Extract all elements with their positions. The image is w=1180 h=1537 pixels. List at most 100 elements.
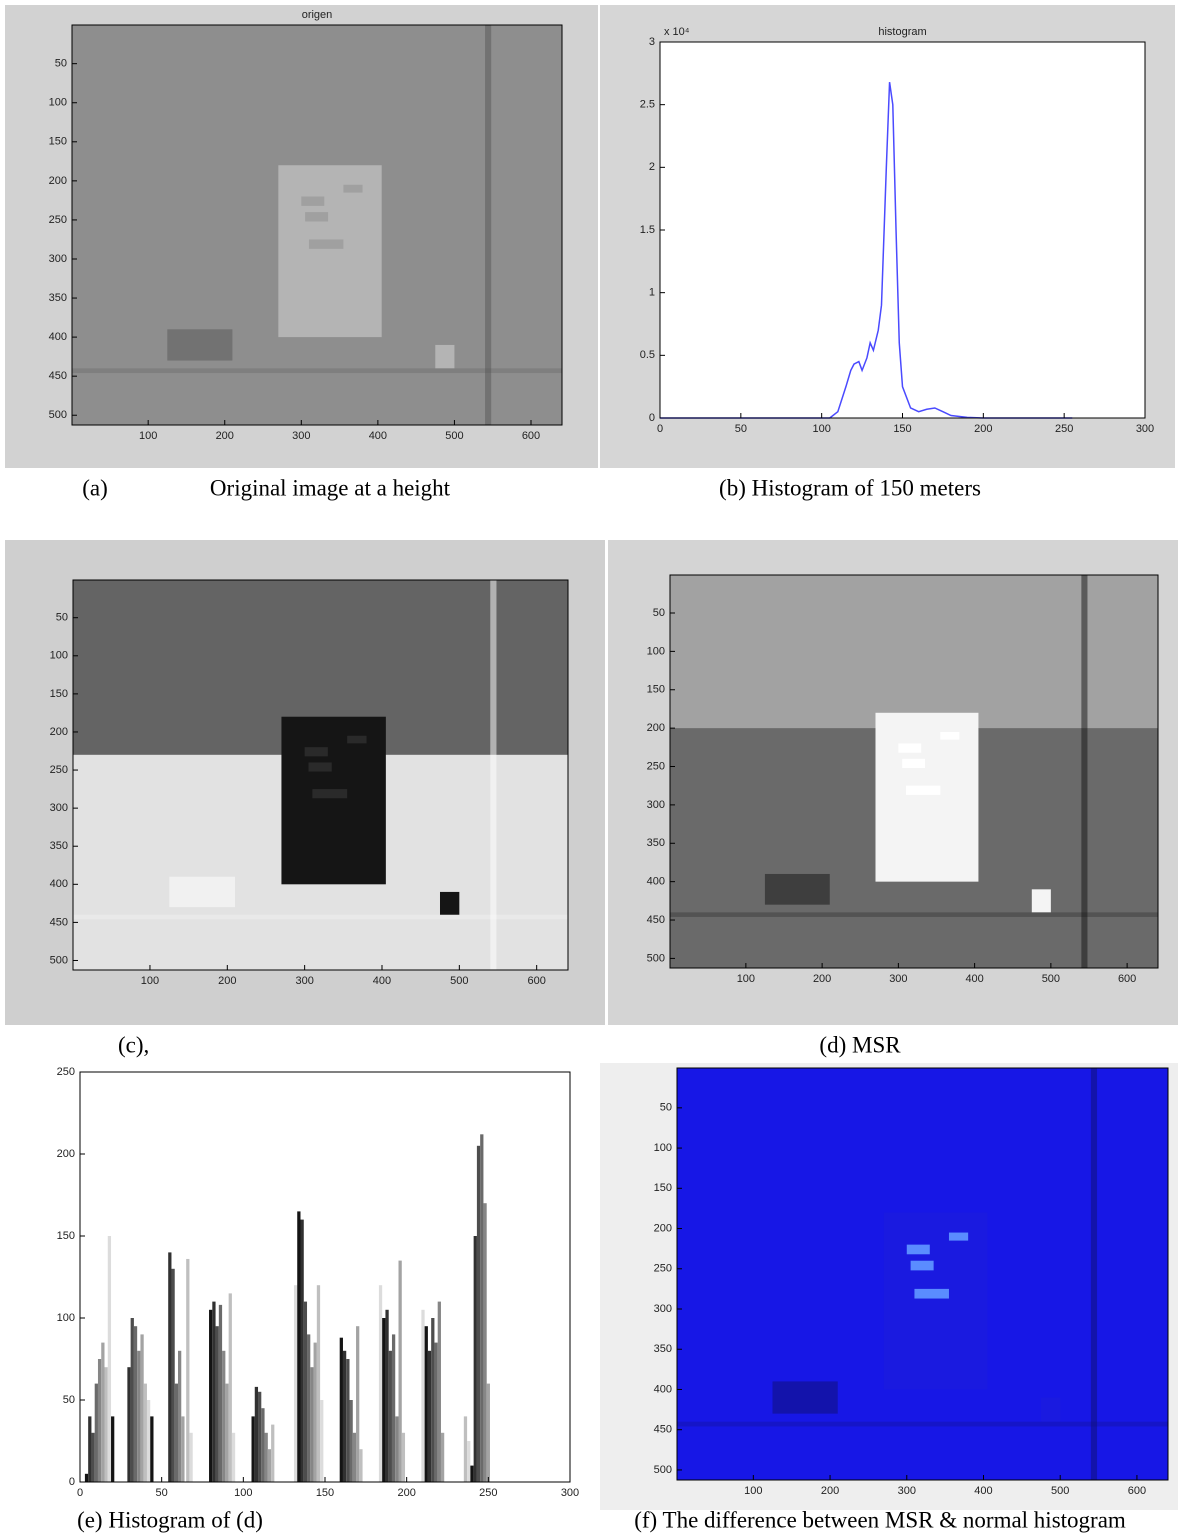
y-tick-label: 350 (50, 840, 68, 852)
y-tick-label: 300 (647, 799, 665, 811)
bar (307, 1334, 310, 1482)
y-tick-label: 2.5 (640, 99, 655, 111)
y-tick-label: 100 (654, 1142, 672, 1154)
bar (385, 1310, 388, 1482)
x-tick-label: 600 (1118, 973, 1136, 985)
x-tick-label: 150 (893, 423, 911, 435)
y-tick-label: 500 (647, 952, 665, 964)
image-detail (309, 239, 343, 248)
y-tick-label: 200 (50, 726, 68, 738)
y-tick-label: 350 (647, 837, 665, 849)
bar (232, 1433, 235, 1482)
y-tick-label: 50 (653, 607, 665, 619)
caption: (d) MSR (819, 1032, 901, 1057)
image-detail (440, 892, 459, 915)
axes-title: histogram (878, 26, 926, 38)
image-detail (169, 877, 235, 907)
x-tick-label: 300 (295, 975, 313, 987)
x-tick-label: 400 (974, 1485, 992, 1497)
bar (98, 1359, 101, 1482)
bar (425, 1326, 428, 1482)
y-tick-label: 1 (649, 287, 655, 299)
y-tick-label: 150 (654, 1182, 672, 1194)
bar (477, 1146, 480, 1482)
image-detail (167, 329, 232, 360)
bar (441, 1433, 444, 1482)
y-tick-label: 50 (56, 612, 68, 624)
bar (85, 1474, 88, 1482)
x-tick-label: 300 (1136, 423, 1154, 435)
bar (317, 1285, 320, 1482)
bar (189, 1433, 192, 1482)
y-tick-label: 100 (49, 97, 67, 109)
x-tick-label: 400 (965, 973, 983, 985)
caption: (e) Histogram of (d) (77, 1507, 263, 1532)
x-tick-label: 300 (898, 1485, 916, 1497)
bar (346, 1359, 349, 1482)
bar (389, 1351, 392, 1482)
bar (359, 1449, 362, 1482)
x-tick-label: 300 (889, 973, 907, 985)
image-detail (765, 874, 830, 905)
bar (95, 1384, 98, 1482)
image-detail (902, 759, 925, 768)
bar (225, 1384, 228, 1482)
y-tick-label: 450 (50, 916, 68, 928)
y-tick-label: 200 (654, 1222, 672, 1234)
y-tick-label: 400 (49, 331, 67, 343)
bar (350, 1400, 353, 1482)
bar (320, 1400, 323, 1482)
x-tick-label: 250 (479, 1487, 497, 1499)
y-tick-label: 100 (50, 650, 68, 662)
x-tick-label: 200 (216, 430, 234, 442)
image-building (278, 165, 381, 337)
x-tick-label: 600 (1128, 1485, 1146, 1497)
y-tick-label: 100 (647, 645, 665, 657)
bar (140, 1334, 143, 1482)
bar (353, 1433, 356, 1482)
bar (340, 1338, 343, 1482)
image-line (73, 915, 568, 920)
x-tick-label: 600 (527, 975, 545, 987)
y-tick-label: 0.5 (640, 349, 655, 361)
y-tick-label: 200 (49, 175, 67, 187)
x-tick-label: 50 (156, 1487, 168, 1499)
bar (258, 1392, 261, 1482)
bar (304, 1302, 307, 1482)
x-tick-label: 100 (141, 975, 159, 987)
x-tick-label: 0 (77, 1487, 83, 1499)
y-tick-label: 1.5 (640, 224, 655, 236)
bar (434, 1343, 437, 1482)
image-building (884, 1212, 988, 1389)
bar (261, 1408, 264, 1482)
bar (111, 1416, 114, 1482)
bar (127, 1367, 130, 1482)
bar (421, 1310, 424, 1482)
bar (216, 1326, 219, 1482)
bar (483, 1203, 486, 1482)
image-detail (305, 747, 328, 756)
y-tick-label: 150 (49, 136, 67, 148)
bar (271, 1425, 274, 1482)
image-detail (435, 345, 454, 368)
image-detail (301, 196, 324, 205)
bar (252, 1416, 255, 1482)
y-tick-label: 150 (647, 684, 665, 696)
x-tick-label: 100 (234, 1487, 252, 1499)
y-tick-label: 500 (49, 409, 67, 421)
y-tick-label: 250 (57, 1066, 75, 1078)
bar (181, 1416, 184, 1482)
bar (487, 1384, 490, 1482)
x-tick-label: 50 (735, 423, 747, 435)
y-tick-label: 50 (55, 58, 67, 70)
bar (379, 1285, 382, 1482)
x-tick-label: 200 (218, 975, 236, 987)
bar (402, 1433, 405, 1482)
bar (474, 1236, 477, 1482)
axes-title: origen (302, 9, 333, 21)
bar (229, 1293, 232, 1482)
bar (108, 1236, 111, 1482)
x-tick-label: 200 (397, 1487, 415, 1499)
bar (268, 1449, 271, 1482)
y-tick-label: 400 (654, 1383, 672, 1395)
